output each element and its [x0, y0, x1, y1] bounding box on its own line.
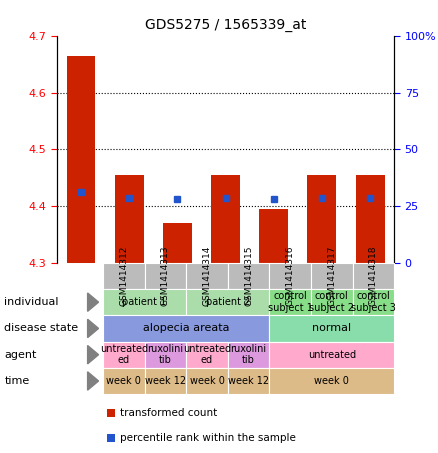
Text: week 0: week 0	[314, 376, 349, 386]
Text: ruxolini
tib: ruxolini tib	[230, 344, 267, 366]
Text: untreated: untreated	[308, 350, 356, 360]
Text: agent: agent	[4, 350, 37, 360]
Text: untreated
ed: untreated ed	[183, 344, 231, 366]
Text: untreated
ed: untreated ed	[100, 344, 148, 366]
Text: GSM1414317: GSM1414317	[327, 246, 336, 306]
Text: normal: normal	[312, 323, 351, 333]
Text: week 0: week 0	[106, 376, 141, 386]
Text: control
subject 3: control subject 3	[351, 291, 396, 313]
Text: percentile rank within the sample: percentile rank within the sample	[120, 433, 296, 443]
Bar	[307, 175, 336, 263]
Text: GSM1414312: GSM1414312	[119, 246, 128, 306]
Bar	[67, 56, 95, 263]
Bar	[163, 223, 192, 263]
Text: individual: individual	[4, 297, 59, 307]
Text: transformed count: transformed count	[120, 408, 217, 418]
Text: alopecia areata: alopecia areata	[143, 323, 230, 333]
Text: GSM1414313: GSM1414313	[161, 246, 170, 306]
Text: control
subject 1: control subject 1	[268, 291, 313, 313]
Text: week 12: week 12	[145, 376, 186, 386]
Text: GSM1414318: GSM1414318	[369, 246, 378, 306]
Text: week 0: week 0	[190, 376, 224, 386]
Text: GSM1414316: GSM1414316	[286, 246, 295, 306]
Bar	[211, 175, 240, 263]
Text: GSM1414315: GSM1414315	[244, 246, 253, 306]
Text: control
subject 2: control subject 2	[309, 291, 354, 313]
Text: disease state: disease state	[4, 323, 78, 333]
Text: patient 1: patient 1	[122, 297, 167, 307]
Text: patient 2: patient 2	[205, 297, 250, 307]
Text: time: time	[4, 376, 30, 386]
Text: GSM1414314: GSM1414314	[202, 246, 212, 306]
Bar	[259, 209, 288, 263]
Title: GDS5275 / 1565339_at: GDS5275 / 1565339_at	[145, 19, 306, 33]
Text: week 12: week 12	[228, 376, 269, 386]
Bar	[356, 175, 385, 263]
Bar	[115, 175, 144, 263]
Text: ruxolini
tib: ruxolini tib	[147, 344, 184, 366]
